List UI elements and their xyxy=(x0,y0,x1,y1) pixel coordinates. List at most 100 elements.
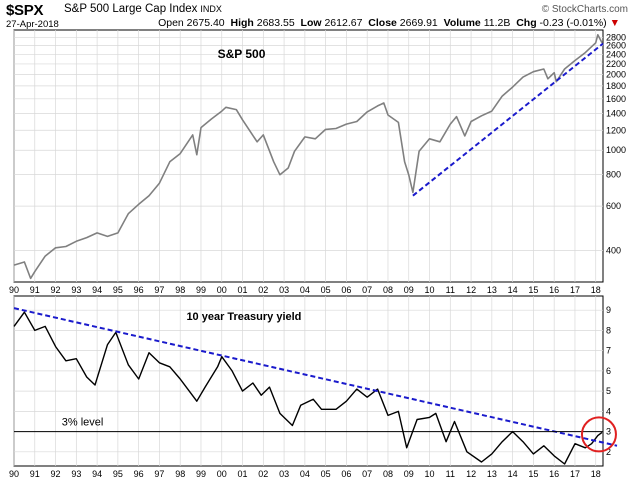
index-name-text: S&P 500 Large Cap Index xyxy=(64,3,198,15)
close-value: 2669.91 xyxy=(399,17,438,29)
volume-label: Volume xyxy=(443,17,481,29)
sp500-annotation: S&P 500 xyxy=(218,47,266,61)
price-x-tick-label: 06 xyxy=(341,285,351,295)
yield-x-tick-label: 15 xyxy=(528,469,538,479)
stockcharts-brand[interactable]: © StockCharts.com xyxy=(541,4,628,15)
price-y-tick-label: 1000 xyxy=(606,145,626,155)
yield-y-tick-label: 7 xyxy=(606,346,611,356)
yield-x-tick-label: 16 xyxy=(549,469,559,479)
yield-x-tick-label: 04 xyxy=(300,469,310,479)
price-x-tick-label: 09 xyxy=(404,285,414,295)
yield-x-tick-label: 93 xyxy=(71,469,81,479)
yield-x-tick-label: 02 xyxy=(258,469,268,479)
price-x-tick-label: 98 xyxy=(175,285,185,295)
price-y-tick-label: 2000 xyxy=(606,69,626,79)
price-y-tick-label: 2600 xyxy=(606,41,626,51)
yield-x-tick-label: 90 xyxy=(9,469,19,479)
sp500-price-line xyxy=(13,33,603,280)
yield-y-tick-label: 8 xyxy=(606,325,611,335)
price-y-tick-label: 1200 xyxy=(606,125,626,135)
yield-x-tick-label: 08 xyxy=(383,469,393,479)
yield-x-tick-label: 96 xyxy=(134,469,144,479)
chg-label: Chg xyxy=(516,17,537,29)
yield-x-tick-label: 91 xyxy=(30,469,40,479)
yield-y-tick-label: 3 xyxy=(606,427,611,437)
price-x-tick-label: 96 xyxy=(134,285,144,295)
yield-x-tick-label: 13 xyxy=(487,469,497,479)
index-name: S&P 500 Large Cap Index INDX xyxy=(64,3,222,15)
price-y-tick-label: 600 xyxy=(606,201,621,211)
yield-y-tick-label: 2 xyxy=(606,447,611,457)
price-x-tick-label: 01 xyxy=(238,285,248,295)
yield-x-tick-label: 11 xyxy=(446,469,455,479)
price-x-tick-label: 94 xyxy=(92,285,102,295)
price-x-tick-label: 93 xyxy=(71,285,81,295)
yield-panel-frame xyxy=(13,295,604,467)
price-y-tick-label: 400 xyxy=(606,246,621,256)
yield-x-tick-label: 94 xyxy=(92,469,102,479)
chg-value: -0.23 (-0.01%) xyxy=(539,17,607,29)
yield-x-tick-label: 99 xyxy=(196,469,206,479)
yield-x-tick-label: 97 xyxy=(154,469,164,479)
quote-stats: Open 2675.40 High 2683.55 Low 2612.67 Cl… xyxy=(158,17,620,29)
price-x-tick-label: 18 xyxy=(591,285,601,295)
price-x-tick-label: 05 xyxy=(321,285,331,295)
down-arrow-icon: ▼ xyxy=(609,17,620,29)
price-x-tick-label: 90 xyxy=(9,285,19,295)
price-y-tick-label: 2800 xyxy=(606,33,626,43)
price-x-tick-label: 92 xyxy=(51,285,61,295)
price-x-tick-label: 03 xyxy=(279,285,289,295)
quote-date: 27-Apr-2018 xyxy=(6,19,59,30)
yield-y-tick-label: 9 xyxy=(606,305,611,315)
close-label: Close xyxy=(368,17,397,29)
yield-x-tick-label: 05 xyxy=(321,469,331,479)
yield-x-tick-label: 17 xyxy=(570,469,580,479)
low-value: 2612.67 xyxy=(324,17,363,29)
symbol: $SPX xyxy=(6,2,44,19)
price-x-tick-label: 00 xyxy=(217,285,227,295)
high-label: High xyxy=(230,17,254,29)
price-x-tick-label: 15 xyxy=(528,285,538,295)
yield-x-tick-label: 09 xyxy=(404,469,414,479)
yield-x-tick-label: 06 xyxy=(341,469,351,479)
exchange-label: INDX xyxy=(200,4,222,14)
high-value: 2683.55 xyxy=(256,17,295,29)
highlight-circle xyxy=(580,416,617,453)
price-y-tick-label: 800 xyxy=(606,170,621,180)
open-label: Open xyxy=(158,17,184,29)
price-x-tick-label: 13 xyxy=(487,285,497,295)
yield-y-tick-label: 4 xyxy=(606,406,611,416)
yield-x-tick-label: 18 xyxy=(591,469,601,479)
open-value: 2675.40 xyxy=(186,17,225,29)
low-label: Low xyxy=(300,17,322,29)
three-percent-label: 3% level xyxy=(62,417,104,429)
price-x-tick-label: 16 xyxy=(549,285,559,295)
sp500-uptrend-line xyxy=(412,42,604,197)
yield-y-tick-label: 6 xyxy=(606,366,611,376)
volume-value: 11.2B xyxy=(483,17,511,29)
price-x-tick-label: 14 xyxy=(508,285,518,295)
price-x-tick-label: 08 xyxy=(383,285,393,295)
price-y-tick-label: 2200 xyxy=(606,59,626,69)
yield-x-tick-label: 00 xyxy=(217,469,227,479)
yield-x-tick-label: 01 xyxy=(238,469,248,479)
yield-x-tick-label: 14 xyxy=(508,469,518,479)
price-x-tick-label: 99 xyxy=(196,285,206,295)
treasury-yield-line xyxy=(13,311,603,465)
price-x-tick-label: 95 xyxy=(113,285,123,295)
yield-x-tick-label: 10 xyxy=(425,469,435,479)
price-x-tick-label: 12 xyxy=(466,285,476,295)
yield-x-tick-label: 03 xyxy=(279,469,289,479)
price-y-tick-label: 1600 xyxy=(606,94,626,104)
yield-annotation: 10 year Treasury yield xyxy=(186,311,301,323)
yield-downtrend-line xyxy=(13,307,618,447)
price-x-tick-label: 04 xyxy=(300,285,310,295)
price-y-tick-label: 1800 xyxy=(606,81,626,91)
yield-x-tick-label: 07 xyxy=(362,469,372,479)
yield-y-tick-label: 5 xyxy=(606,386,611,396)
price-x-tick-label: 10 xyxy=(425,285,435,295)
yield-x-tick-label: 92 xyxy=(51,469,61,479)
price-x-tick-label: 17 xyxy=(570,285,580,295)
yield-x-tick-label: 95 xyxy=(113,469,123,479)
